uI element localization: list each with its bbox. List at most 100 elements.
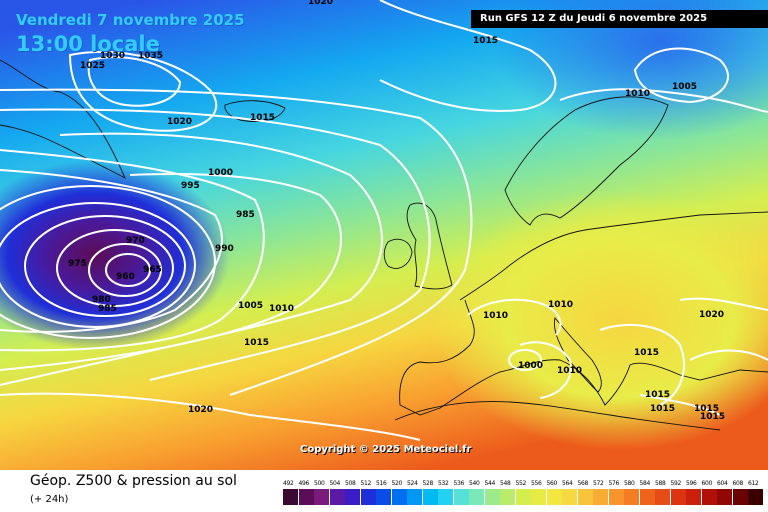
europe-ridge-field — [430, 190, 768, 450]
legend-value: 600 — [701, 480, 713, 487]
legend-swatch — [717, 489, 732, 505]
isobar-label: 970 — [126, 236, 145, 246]
legend-value: 556 — [531, 480, 542, 487]
isobar-1005-scan — [633, 47, 730, 104]
legend-swatch — [298, 489, 314, 505]
isobar-1000-low-italy — [508, 349, 542, 371]
isobar-label: 985 — [236, 210, 255, 220]
legend-swatch — [407, 489, 422, 505]
isobar-low-960 — [105, 253, 151, 287]
legend-swatch — [562, 489, 577, 505]
isobar-label: 1015 — [244, 338, 269, 348]
legend-value: 580 — [624, 480, 635, 487]
legend-value: 564 — [562, 480, 573, 487]
legend-value: 608 — [732, 480, 744, 487]
legend-swatch — [701, 489, 717, 505]
legend-value: 560 — [546, 480, 558, 487]
legend-value: 596 — [686, 480, 697, 487]
isobar-1015-east — [599, 324, 685, 406]
isobar-label: 1015 — [694, 404, 719, 414]
legend-swatch — [608, 489, 624, 505]
continental-coast — [399, 211, 768, 416]
legend-value: 516 — [376, 480, 387, 487]
coastlines — [0, 59, 768, 431]
legend-value: 544 — [484, 480, 496, 487]
isobar-1010-europe — [467, 298, 562, 336]
north-africa-coast — [394, 401, 721, 431]
legend-swatch — [453, 489, 469, 505]
legend-swatch — [624, 489, 639, 505]
isobar-label: 985 — [98, 304, 117, 314]
scandinavia-trough — [490, 0, 768, 140]
isobar-1015-north — [379, 0, 557, 112]
isobar-label: 1010 — [625, 89, 650, 99]
isobar-low-970 — [56, 229, 174, 307]
isobar-label: 995 — [181, 181, 200, 191]
legend-value: 588 — [655, 480, 666, 487]
scandinavia-coast — [504, 96, 669, 226]
isobar-1010-med — [519, 341, 572, 399]
ireland-coast — [383, 238, 413, 269]
isobar-low-975 — [24, 215, 186, 317]
isobar-label: 1005 — [672, 82, 697, 92]
legend-swatch — [515, 489, 531, 505]
isobar-lines — [0, 0, 768, 440]
isobar-label: 1010 — [548, 300, 573, 310]
isobar-1025 — [87, 56, 182, 107]
legend-value: 508 — [345, 480, 356, 487]
isobar-label: 975 — [68, 259, 87, 269]
legend-value: 528 — [422, 480, 434, 487]
legend-value: 540 — [469, 480, 480, 487]
legend-swatch — [500, 489, 515, 505]
legend-value: 524 — [407, 480, 418, 487]
isobar-1015-far-east — [639, 394, 721, 416]
isobar-labels: 1020 1015 1030 1035 1025 1020 1015 1010 … — [68, 0, 725, 422]
legend-value: 504 — [329, 480, 341, 487]
legend-swatch — [283, 489, 298, 505]
isobar-label: 1015 — [634, 348, 659, 358]
isobar-label: 1025 — [80, 61, 105, 71]
legend-swatch — [546, 489, 562, 505]
legend-swatch — [376, 489, 391, 505]
legend-swatch — [670, 489, 686, 505]
isobar-1015-east-2 — [689, 349, 768, 361]
legend-swatch — [360, 489, 376, 505]
forecast-date: Vendredi 7 novembre 2025 — [16, 11, 245, 29]
isobar-label: 1015 — [650, 404, 675, 414]
isobar-1015-west — [0, 88, 473, 396]
isobar-low-985 — [0, 185, 216, 339]
legend-swatch — [639, 489, 655, 505]
legend-value: 512 — [360, 480, 372, 487]
isobar-1005 — [0, 132, 383, 386]
legend-value: 532 — [438, 480, 449, 487]
isobar-1020-south — [0, 392, 421, 441]
legend-value: 572 — [593, 480, 604, 487]
legend-swatch — [422, 489, 438, 505]
legend-swatch — [686, 489, 701, 505]
legend-value: 576 — [608, 480, 620, 487]
isobar-1020-north — [68, 50, 218, 132]
legend-value: 500 — [314, 480, 325, 487]
legend-value: 612 — [748, 480, 759, 487]
legend-value: 604 — [717, 480, 728, 487]
legend-swatch — [593, 489, 608, 505]
greenland-coast — [0, 59, 126, 180]
legend-swatch — [577, 489, 593, 505]
isobar-label: 1010 — [557, 366, 582, 376]
isobar-label: 1005 — [238, 301, 263, 311]
legend-swatch — [438, 489, 453, 505]
isobar-label: 1015 — [473, 36, 498, 46]
isobar-label: 1000 — [208, 168, 233, 178]
isobar-label: 1020 — [167, 117, 192, 127]
isobar-995 — [0, 149, 265, 352]
legend-swatch — [329, 489, 345, 505]
isobar-label: 1015 — [645, 390, 670, 400]
legend-value: 496 — [298, 480, 310, 487]
legend-swatch — [469, 489, 484, 505]
legend-swatch — [732, 489, 748, 505]
isobar-1010-scan — [559, 88, 768, 113]
isobar-label: 1010 — [269, 304, 294, 314]
isobar-label: 1010 — [483, 311, 508, 321]
legend-value: 492 — [283, 480, 294, 487]
run-banner: Run GFS 12 Z du Jeudi 6 novembre 2025 — [471, 10, 768, 28]
